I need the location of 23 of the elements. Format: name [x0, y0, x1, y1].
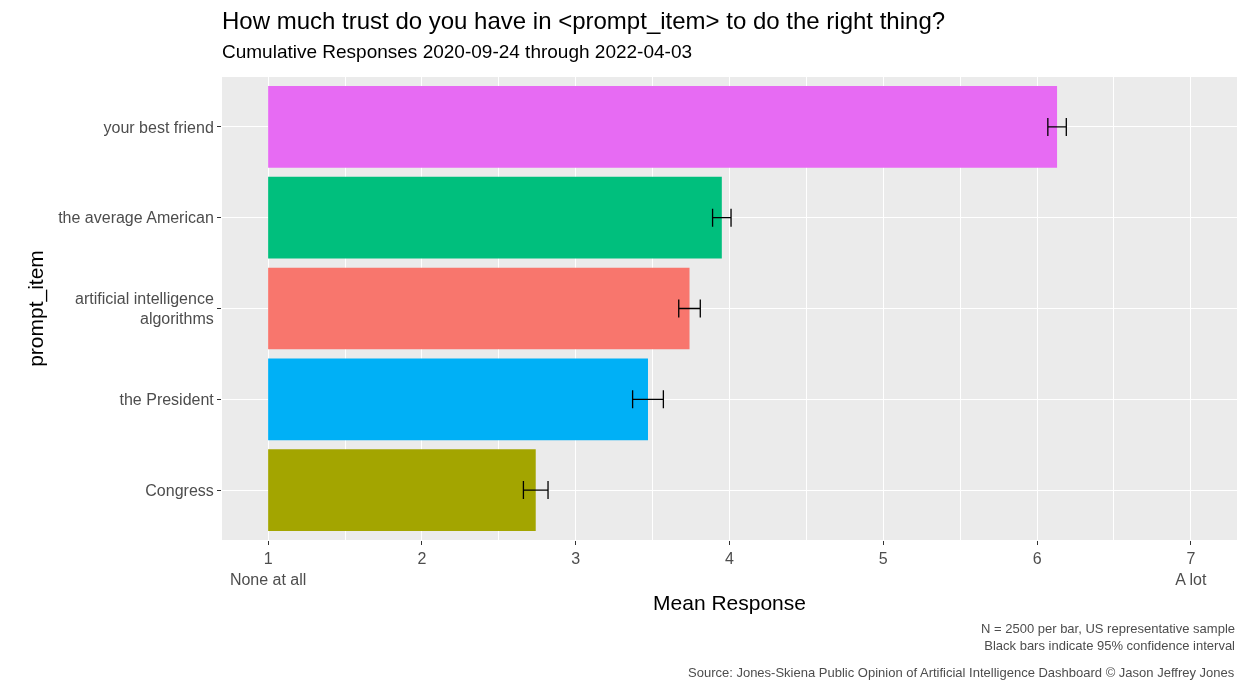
y-tick-label: the President	[119, 390, 215, 408]
bar	[268, 86, 1058, 168]
y-axis-title: prompt_item	[24, 250, 49, 367]
chart-subtitle: Cumulative Responses 2020-09-24 through 2022-04-03	[222, 41, 693, 62]
bar	[268, 449, 536, 531]
chart-title: How much trust do you have in <prompt_item> to do the right thing?	[222, 7, 946, 34]
bar	[268, 358, 648, 441]
x-tick-label: 6	[1032, 550, 1042, 568]
x-tick-label: 2	[417, 550, 427, 568]
x-tick-label: 4	[725, 550, 735, 568]
y-tick-label: Congress	[145, 481, 214, 499]
y-tick-label: artificial intelligence algorithms	[75, 289, 214, 328]
source-note: Source: Jones-Skiena Public Opinion of Artificial Intelligence Dashboard © Jason Jeffrey Jones	[688, 665, 1235, 680]
text: N = 2500 per bar, US representative sample Black bars indicate 95% confidence interval	[981, 621, 1236, 653]
x-tick-label: 7 A lot	[1175, 550, 1207, 588]
bar	[268, 176, 722, 259]
x-tick-label: 1 None at all	[229, 550, 307, 588]
bar	[268, 267, 690, 350]
y-tick-label: your best friend	[103, 118, 214, 136]
y-tick-label: the average American	[58, 209, 214, 227]
x-axis-title: Mean Response	[653, 591, 806, 615]
x-tick-label: 3	[571, 550, 581, 568]
x-tick-label: 5	[878, 550, 888, 568]
